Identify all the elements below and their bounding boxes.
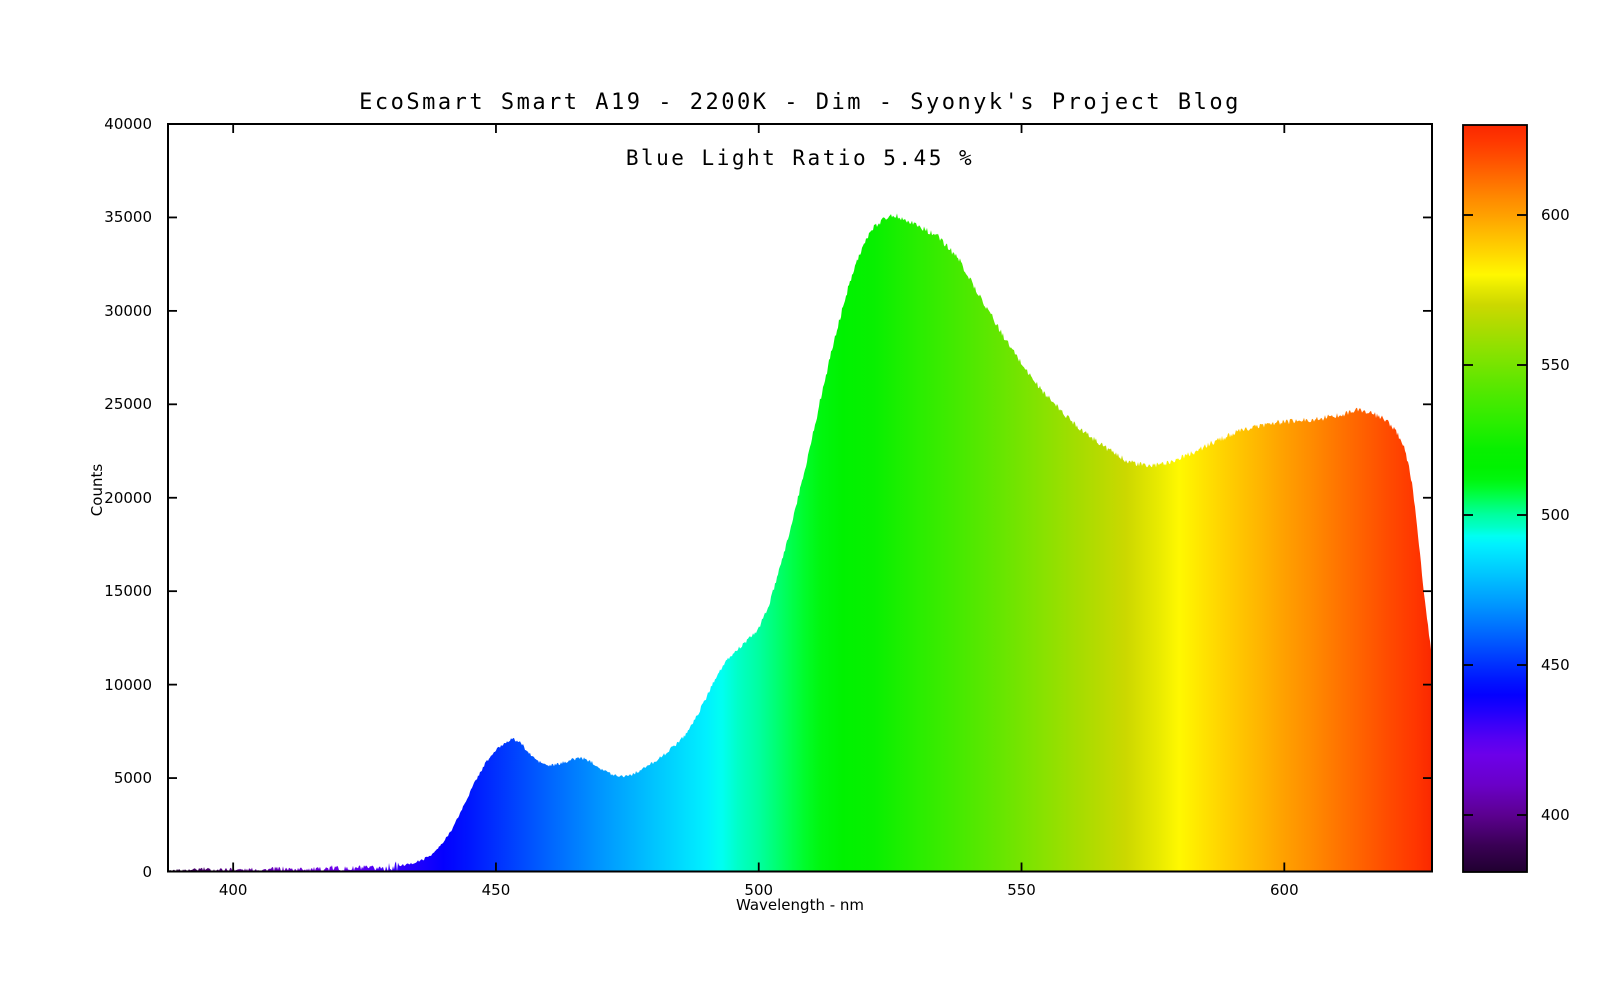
y-tick-label: 25000	[104, 395, 152, 414]
wavelength-colorbar	[1462, 124, 1528, 873]
y-tick-label: 20000	[104, 488, 152, 507]
colorbar-tick-label: 450	[1541, 656, 1570, 674]
y-tick-label: 10000	[104, 675, 152, 694]
x-axis-label: Wavelength - nm	[735, 896, 865, 914]
y-tick-label: 15000	[104, 582, 152, 601]
colorbar-tick-label: 550	[1541, 356, 1570, 374]
x-tick-label: 500	[744, 881, 774, 899]
y-tick-label: 35000	[104, 208, 152, 227]
chart-title: EcoSmart Smart A19 - 2200K - Dim - Syony…	[359, 90, 1241, 115]
y-tick-label: 5000	[113, 769, 152, 788]
y-tick-label: 0	[142, 862, 152, 881]
colorbar-tick-label: 600	[1541, 206, 1570, 224]
colorbar-tick-label: 500	[1541, 506, 1570, 524]
y-tick-label: 30000	[104, 301, 152, 320]
blue-light-ratio-annotation: Blue Light Ratio 5.45 %	[625, 146, 975, 170]
x-tick-label: 550	[1007, 881, 1036, 899]
x-tick-label: 400	[218, 881, 248, 899]
x-tick-label: 600	[1269, 881, 1299, 899]
x-tick-label: 450	[481, 881, 511, 899]
colorbar-tick-label: 400	[1541, 806, 1570, 824]
y-tick-label: 40000	[104, 115, 152, 133]
spectrum-fill	[168, 213, 1432, 872]
